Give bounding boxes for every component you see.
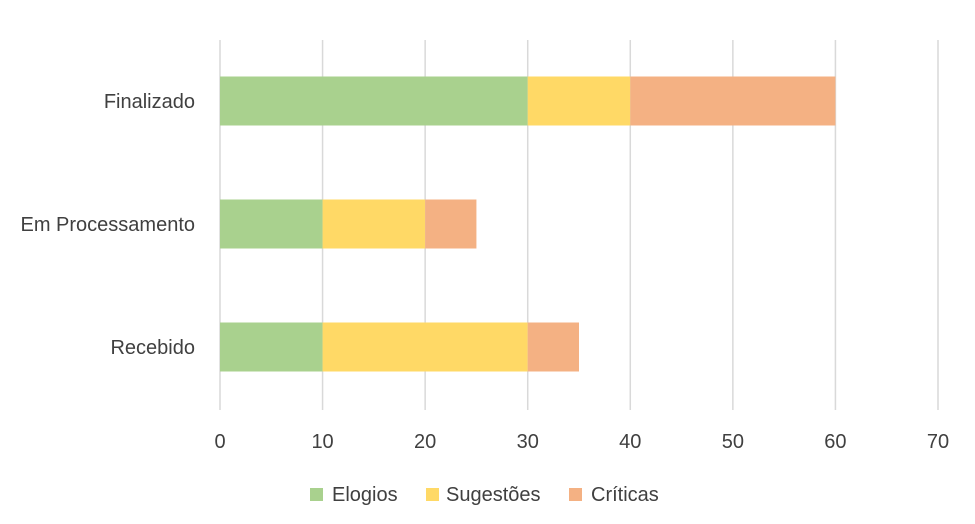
bar-segment (220, 322, 323, 372)
x-tick-label: 0 (214, 431, 225, 453)
category-label: Finalizado (104, 91, 195, 113)
bar-segment (322, 199, 426, 249)
bar-segment (322, 322, 528, 372)
x-tick-label: 60 (824, 431, 846, 453)
bar-segment (527, 322, 579, 372)
legend-swatch (426, 488, 439, 501)
bar-segment (630, 76, 836, 126)
bar-segment (527, 76, 631, 126)
legend-label: Sugestões (446, 484, 541, 506)
legend-label: Elogios (332, 484, 398, 506)
bar-segment (220, 199, 323, 249)
category-labels: Finalizado Em Processamento Recebido (20, 91, 195, 359)
bars (220, 76, 836, 372)
x-tick-label: 70 (927, 431, 949, 453)
x-tick-labels: 0 10 20 30 40 50 60 70 (214, 431, 949, 453)
x-tick-label: 50 (722, 431, 744, 453)
legend: Elogios Sugestões Críticas (310, 484, 659, 506)
x-tick-label: 20 (414, 431, 436, 453)
x-tick-label: 10 (311, 431, 333, 453)
category-label: Em Processamento (20, 214, 195, 236)
legend-label: Críticas (591, 484, 659, 506)
bar-segment (220, 76, 528, 126)
legend-swatch (310, 488, 323, 501)
bar-segment (425, 199, 477, 249)
x-tick-label: 30 (517, 431, 539, 453)
legend-swatch (569, 488, 582, 501)
category-label: Recebido (110, 337, 195, 359)
x-tick-label: 40 (619, 431, 641, 453)
